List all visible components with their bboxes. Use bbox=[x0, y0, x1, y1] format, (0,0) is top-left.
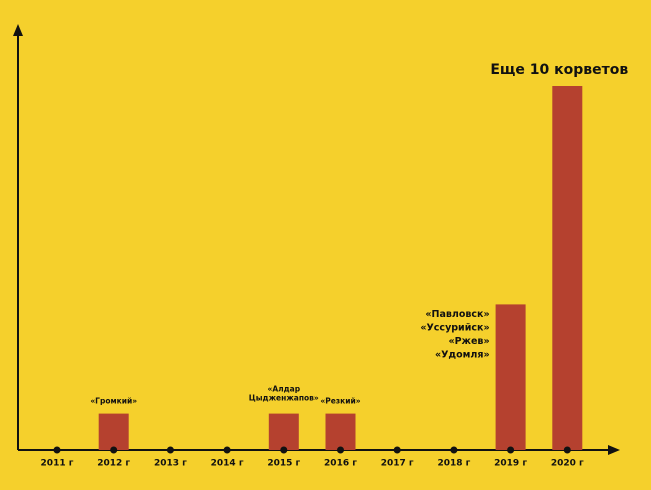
bar-label: «Громкий» bbox=[90, 397, 137, 406]
x-tick-dot bbox=[166, 446, 174, 454]
bar bbox=[325, 413, 356, 450]
bar-label: «Ржев» bbox=[448, 336, 489, 347]
bar-label: «Удомля» bbox=[435, 349, 490, 360]
x-tick-label: 2013 г bbox=[154, 459, 187, 469]
x-tick-dot bbox=[280, 446, 288, 454]
x-tick-dot bbox=[507, 446, 515, 454]
x-tick-label: 2020 г bbox=[551, 459, 584, 469]
bar bbox=[268, 413, 299, 450]
x-tick-dot bbox=[563, 446, 571, 454]
bar-label: «Алдар bbox=[267, 385, 300, 394]
x-tick-label: 2012 г bbox=[97, 459, 130, 469]
x-tick-dot bbox=[110, 446, 118, 454]
x-tick-label: 2011 г bbox=[41, 459, 74, 469]
bar-label: «Павловск» bbox=[425, 309, 489, 320]
x-tick-dot bbox=[450, 446, 458, 454]
x-tick-label: 2017 г bbox=[381, 459, 414, 469]
bar bbox=[98, 413, 129, 450]
x-tick-label: 2016 г bbox=[324, 459, 357, 469]
x-tick-label: 2019 г bbox=[494, 459, 527, 469]
x-tick-label: 2018 г bbox=[437, 459, 470, 469]
y-arrow bbox=[13, 24, 23, 36]
x-tick-dot bbox=[337, 446, 344, 454]
bar bbox=[495, 304, 526, 450]
bar-label: Цыдженжапов» bbox=[249, 394, 319, 403]
bar-label: «Резкий» bbox=[320, 397, 360, 406]
x-tick-label: 2014 г bbox=[211, 459, 244, 469]
x-tick-dot bbox=[393, 446, 401, 454]
x-tick-dot bbox=[223, 446, 231, 454]
x-arrow bbox=[608, 445, 620, 455]
x-tick-dot bbox=[53, 446, 61, 454]
bar bbox=[552, 86, 583, 450]
x-tick-label: 2015 г bbox=[267, 459, 300, 469]
bar-label: «Уссурийск» bbox=[420, 322, 489, 333]
headline-label: Еще 10 корветов bbox=[490, 62, 628, 78]
